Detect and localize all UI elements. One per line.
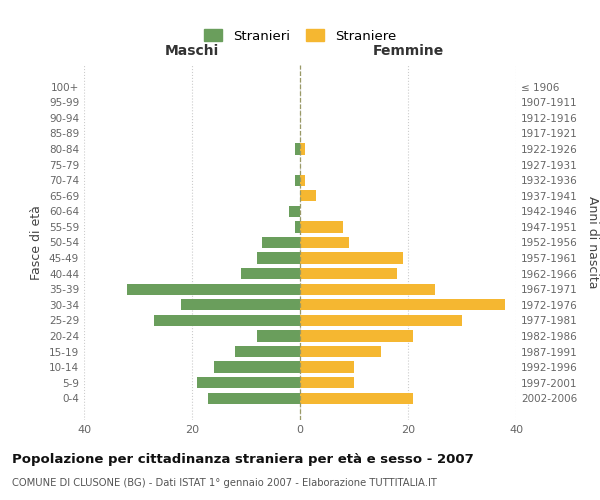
Bar bbox=[300, 222, 343, 232]
Bar bbox=[257, 252, 300, 264]
Bar bbox=[214, 362, 300, 372]
Bar bbox=[300, 268, 397, 280]
Text: Femmine: Femmine bbox=[373, 44, 443, 58]
Bar bbox=[208, 392, 300, 404]
Bar bbox=[300, 346, 381, 357]
Bar bbox=[300, 392, 413, 404]
Bar bbox=[300, 174, 305, 186]
Bar bbox=[235, 346, 300, 357]
Bar bbox=[262, 237, 300, 248]
Bar bbox=[257, 330, 300, 342]
Y-axis label: Fasce di età: Fasce di età bbox=[31, 205, 43, 280]
Bar bbox=[300, 190, 316, 202]
Legend: Stranieri, Straniere: Stranieri, Straniere bbox=[200, 26, 400, 47]
Bar bbox=[300, 330, 413, 342]
Bar bbox=[154, 315, 300, 326]
Bar bbox=[300, 362, 354, 372]
Y-axis label: Anni di nascita: Anni di nascita bbox=[586, 196, 599, 289]
Bar bbox=[300, 315, 462, 326]
Bar bbox=[295, 222, 300, 232]
Bar bbox=[295, 174, 300, 186]
Bar bbox=[300, 237, 349, 248]
Bar bbox=[300, 299, 505, 310]
Bar bbox=[241, 268, 300, 280]
Bar bbox=[289, 206, 300, 217]
Bar bbox=[300, 377, 354, 388]
Text: Maschi: Maschi bbox=[165, 44, 219, 58]
Bar bbox=[300, 252, 403, 264]
Bar bbox=[300, 144, 305, 154]
Text: COMUNE DI CLUSONE (BG) - Dati ISTAT 1° gennaio 2007 - Elaborazione TUTTITALIA.IT: COMUNE DI CLUSONE (BG) - Dati ISTAT 1° g… bbox=[12, 478, 437, 488]
Bar bbox=[127, 284, 300, 295]
Bar bbox=[295, 144, 300, 154]
Bar bbox=[197, 377, 300, 388]
Bar bbox=[300, 284, 435, 295]
Bar bbox=[181, 299, 300, 310]
Text: Popolazione per cittadinanza straniera per età e sesso - 2007: Popolazione per cittadinanza straniera p… bbox=[12, 452, 474, 466]
